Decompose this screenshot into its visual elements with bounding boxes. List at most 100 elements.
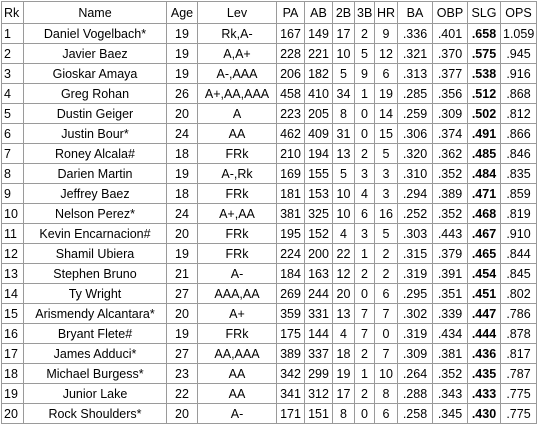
table-cell: 2 — [354, 23, 375, 44]
table-cell: 20 — [166, 223, 198, 244]
table-cell: 18 — [166, 183, 198, 204]
table-row: 4 Greg Rohan 26 A+,AA,AAA 458 410 34 1 19.285.35… — [1, 83, 537, 104]
table-cell: 151 — [304, 403, 333, 424]
table-cell: .465 — [467, 243, 501, 264]
table-cell: 17 — [332, 23, 355, 44]
table-cell: 1 — [354, 363, 375, 384]
table-cell: .379 — [432, 243, 468, 264]
table-cell: Daniel Vogelbach* — [23, 23, 167, 44]
table-cell: Dustin Geiger — [23, 103, 167, 124]
table-cell: FRk — [197, 323, 277, 344]
table-cell: 15 — [1, 303, 24, 324]
table-cell: 6 — [354, 203, 375, 224]
table-cell: Junior Lake — [23, 383, 167, 404]
table-cell: 4 — [354, 183, 375, 204]
table-row: 10 Nelson Perez* 24 A+,AA 381 325 10 6 16.252.35… — [1, 203, 537, 224]
table-cell: 341 — [276, 383, 305, 404]
table-cell: 325 — [304, 203, 333, 224]
column-header: Age — [166, 1, 198, 24]
table-cell: 149 — [304, 23, 333, 44]
table-cell: .336 — [397, 23, 433, 44]
table-cell: .362 — [432, 143, 468, 164]
table-cell: 0 — [354, 403, 375, 424]
table-row: 20 Rock Shoulders* 20 A- 171 151 8 0 6.258.345.4… — [1, 403, 537, 424]
table-cell: 19 — [166, 243, 198, 264]
table-cell: 228 — [276, 43, 305, 64]
table-cell: A,A+ — [197, 43, 277, 64]
table-cell: 10 — [332, 183, 355, 204]
table-cell: 13 — [332, 143, 355, 164]
table-cell: 155 — [304, 163, 333, 184]
table-cell: FRk — [197, 223, 277, 244]
table-cell: 9 — [354, 63, 375, 84]
table-cell: .787 — [500, 363, 537, 384]
table-cell: .345 — [432, 403, 468, 424]
table-cell: Roney Alcala# — [23, 143, 167, 164]
table-cell: .377 — [432, 63, 468, 84]
table-row: 7 Roney Alcala# 18 FRk 210 194 13 2 5.320.362.48… — [1, 143, 537, 164]
table-cell: 27 — [166, 283, 198, 304]
table-cell: 19 — [1, 383, 24, 404]
table-cell: 7 — [374, 303, 398, 324]
table-cell: 7 — [374, 343, 398, 364]
table-cell: .835 — [500, 163, 537, 184]
table-cell: 8 — [374, 383, 398, 404]
table-cell: 2 — [354, 383, 375, 404]
table-cell: .434 — [432, 323, 468, 344]
table-cell: .485 — [467, 143, 501, 164]
table-cell: 19 — [166, 23, 198, 44]
table-cell: 389 — [276, 343, 305, 364]
table-cell: 5 — [332, 63, 355, 84]
table-cell: .319 — [397, 263, 433, 284]
table-cell: Arismendy Alcantara* — [23, 303, 167, 324]
table-cell: 223 — [276, 103, 305, 124]
table-cell: 10 — [332, 203, 355, 224]
table-cell: .916 — [500, 63, 537, 84]
table-cell: .802 — [500, 283, 537, 304]
column-header: 2B — [332, 1, 355, 24]
table-cell: 342 — [276, 363, 305, 384]
table-cell: 175 — [276, 323, 305, 344]
table-cell: 5 — [1, 103, 24, 124]
table-cell: .512 — [467, 83, 501, 104]
table-cell: .391 — [432, 263, 468, 284]
table-row: 16 Bryant Flete# 19 FRk 175 144 4 7 0.319.434.44… — [1, 323, 537, 344]
table-cell: .484 — [467, 163, 501, 184]
table-cell: 12 — [1, 243, 24, 264]
table-cell: 31 — [332, 123, 355, 144]
table-cell: A- — [197, 403, 277, 424]
table-cell: 4 — [332, 323, 355, 344]
table-cell: 4 — [1, 83, 24, 104]
table-cell: .321 — [397, 43, 433, 64]
table-cell: .295 — [397, 283, 433, 304]
table-cell: 181 — [276, 183, 305, 204]
table-cell: AA,AAA — [197, 343, 277, 364]
table-cell: .786 — [500, 303, 537, 324]
table-cell: .352 — [432, 203, 468, 224]
table-cell: .859 — [500, 183, 537, 204]
table-cell: .433 — [467, 383, 501, 404]
table-cell: 182 — [304, 63, 333, 84]
table-cell: 26 — [166, 83, 198, 104]
table-cell: 7 — [354, 303, 375, 324]
table-cell: 14 — [1, 283, 24, 304]
table-cell: 5 — [354, 43, 375, 64]
table-cell: .945 — [500, 43, 537, 64]
table-cell: 23 — [166, 363, 198, 384]
table-cell: Nelson Perez* — [23, 203, 167, 224]
table-cell: .538 — [467, 63, 501, 84]
table-row: 9 Jeffrey Baez 18 FRk 181 153 10 4 3.294.389.471… — [1, 183, 537, 204]
table-cell: 7 — [1, 143, 24, 164]
table-cell: Gioskar Amaya — [23, 63, 167, 84]
table-cell: A-,Rk — [197, 163, 277, 184]
table-cell: 409 — [304, 123, 333, 144]
table-cell: 163 — [304, 263, 333, 284]
table-cell: 244 — [304, 283, 333, 304]
table-cell: .775 — [500, 403, 537, 424]
table-cell: 9 — [1, 183, 24, 204]
table-cell: 359 — [276, 303, 305, 324]
table-row: 15 Arismendy Alcantara* 20 A+ 359 331 13 7 7.302… — [1, 303, 537, 324]
table-cell: 20 — [166, 103, 198, 124]
table-cell: 462 — [276, 123, 305, 144]
